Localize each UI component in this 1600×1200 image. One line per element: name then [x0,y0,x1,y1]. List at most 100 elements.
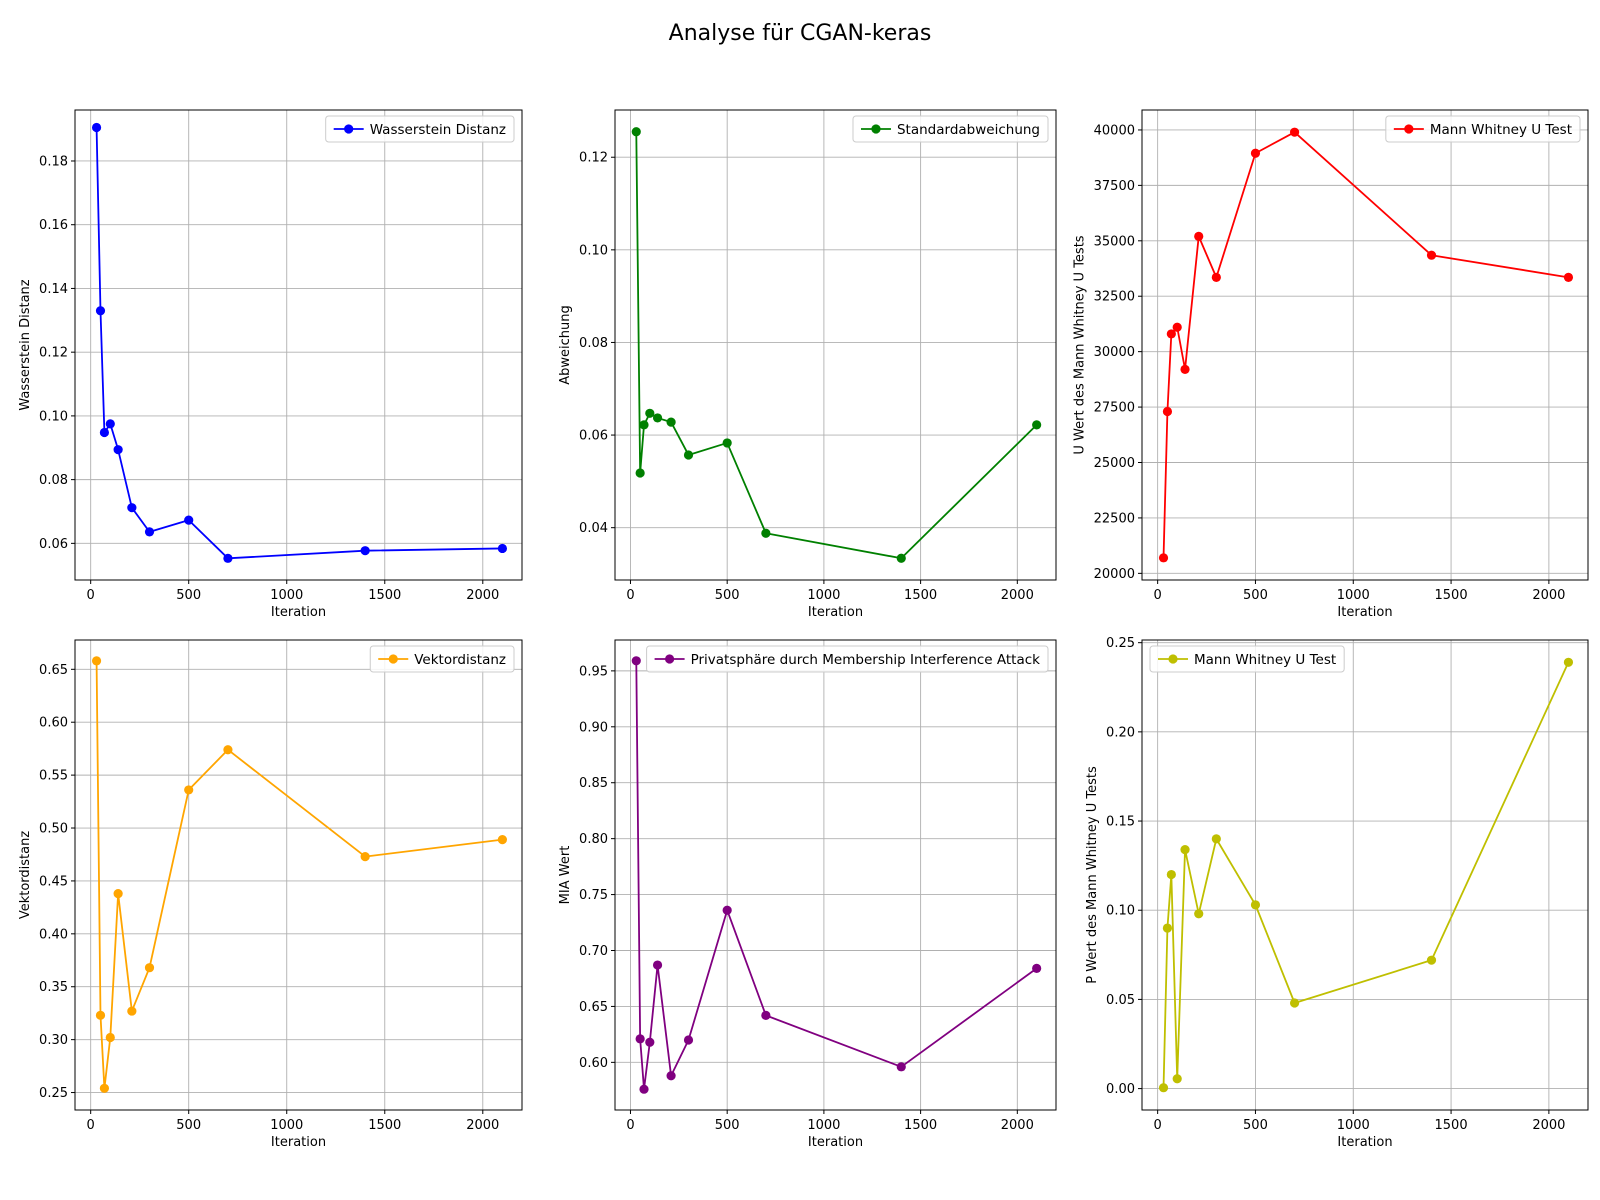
series-line [635,131,1038,560]
subplot-1: 0 500 1000 1500 2000 0.06 0.08 0.10 0.12 0.14 0.16… [18,109,523,620]
x-tick-label: 1500 [368,588,401,603]
data-point [1032,963,1042,973]
data-point [1211,834,1221,844]
x-tick-label: 0 [1154,1118,1162,1133]
x-tick-label: 2000 [466,588,499,603]
data-point [1194,231,1204,241]
data-point [1426,250,1437,260]
data-point [127,503,137,513]
y-tick-label: 0.55 [39,769,68,784]
data-point [184,785,194,795]
data-point [360,546,370,556]
y-tick-label: 0.80 [579,832,608,847]
legend: Privatsphäre durch Membership Interferen… [646,645,1049,673]
series-line [95,127,503,560]
data-point [184,515,194,525]
x-tick-label: 500 [176,1118,201,1133]
y-axis-label: Abweichung [558,305,573,385]
y-tick-label: 0.25 [1106,636,1135,651]
data-point [639,1084,649,1094]
y-tick-label: 0.08 [579,336,608,351]
data-point [497,543,507,554]
data-point [223,745,233,755]
legend-label: Vektordistanz [414,652,506,668]
data-point [1162,406,1173,417]
x-tick-label: 1000 [1337,588,1370,603]
y-tick-label: 0.08 [39,473,68,488]
legend-box [1149,645,1345,673]
y-tick-label: 0.10 [39,409,68,424]
data-point [113,445,123,455]
subplot-3: 0 500 1000 1500 2000 20000 22500 25000 27500 3000… [1073,109,1589,620]
y-tick-label: 0.04 [579,521,608,536]
y-tick-label: 27500 [1094,401,1135,416]
data-point [631,656,641,666]
x-axis-label: Iteration [808,1135,863,1150]
data-point [144,527,155,537]
data-point [683,450,694,460]
x-tick-label: 1500 [1435,588,1468,603]
data-point [683,1035,694,1045]
axes-frame [1141,639,1589,1111]
x-tick-label: 2000 [1532,1118,1565,1133]
y-tick-label: 0.16 [39,218,68,233]
series-line [1162,661,1570,1088]
x-tick-label: 1500 [368,1118,401,1133]
data-point [91,656,102,666]
data-point [1180,364,1190,374]
y-axis-label: P Wert des Mann Whitney U Tests [1085,766,1100,984]
data-point [635,468,645,478]
y-tick-label: 0.18 [39,154,68,169]
axes-frame [74,639,523,1111]
data-point [95,306,106,316]
y-axis-label: Vektordistanz [18,831,33,920]
series-line [95,660,503,1090]
data-point [99,1083,110,1093]
legend: Standardabweichung [852,115,1049,143]
data-point [631,127,641,137]
data-point [1211,272,1221,282]
axes-frame [614,109,1057,581]
x-tick-label: 0 [87,588,95,603]
x-tick-label: 2000 [1001,588,1034,603]
legend-marker [344,124,354,134]
x-tick-label: 1000 [807,1118,840,1133]
x-tick-label: 500 [715,588,740,603]
x-axis-label: Iteration [271,1135,326,1150]
data-point [1180,844,1190,855]
x-tick-label: 1000 [807,588,840,603]
figure-title: Analyse für CGAN-keras [669,21,932,46]
legend-label: Mann Whitney U Test [1430,122,1572,138]
data-point [645,408,655,418]
data-point [105,1032,115,1043]
x-axis-label: Iteration [271,605,326,620]
y-axis-label: MIA Wert [558,846,573,905]
data-point [1289,998,1300,1008]
legend-marker [1404,124,1414,134]
data-point [896,553,906,563]
data-point [645,1037,655,1047]
data-point [99,427,110,438]
x-axis-label: Iteration [808,605,863,620]
x-tick-label: 1500 [904,588,937,603]
y-tick-label: 0.00 [1106,1082,1135,1097]
x-tick-label: 500 [715,1118,740,1133]
y-axis-label: U Wert des Mann Whitney U Tests [1073,235,1088,454]
y-tick-label: 0.90 [579,720,608,735]
y-tick-label: 22500 [1094,511,1135,526]
data-point [1158,553,1169,563]
x-tick-label: 1500 [1435,1118,1468,1133]
x-axis-label: Iteration [1337,1135,1392,1150]
data-point [652,413,663,423]
legend-marker [664,654,675,664]
y-tick-label: 0.05 [1106,993,1135,1008]
data-point [1032,420,1042,430]
data-point [1172,322,1182,332]
y-tick-label: 0.65 [39,663,68,678]
y-tick-label: 0.60 [579,1056,608,1071]
y-tick-label: 0.06 [39,537,68,552]
y-tick-label: 0.10 [1106,904,1135,919]
legend-marker [388,654,398,664]
